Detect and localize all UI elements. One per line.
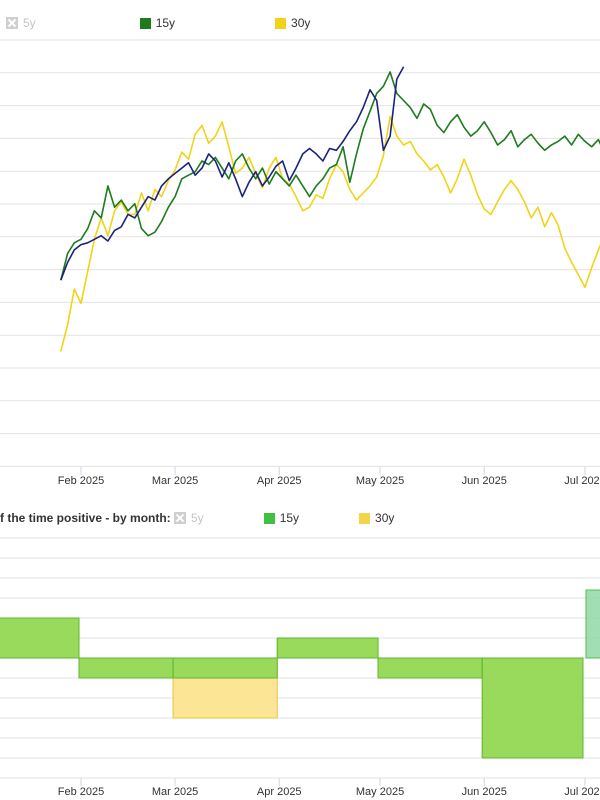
legend-label-15y: 15y: [155, 16, 176, 30]
legend2-label-30y: 30y: [375, 511, 395, 525]
legend-item-5y[interactable]: 5y: [6, 16, 36, 30]
x-tick-label: May 2025: [356, 786, 404, 798]
month-bar-jul-15y: [585, 589, 600, 659]
x-tick-label: Jul 2025: [564, 475, 600, 487]
x-tick-label: Feb 2025: [58, 475, 104, 487]
legend2-swatch-30y: [359, 512, 371, 524]
x-axis: Feb 2025 Mar 2025 Apr 2025 May 2025 Jun 2025…: [58, 778, 600, 798]
series-line-30y: [60, 115, 600, 352]
bottom-chart-title: f the time positive - by month:: [0, 511, 171, 525]
legend2-item-30y[interactable]: 30y: [359, 511, 394, 525]
x-tick-label: Apr 2025: [257, 786, 302, 798]
top-legend: 5y 15y 30y: [6, 16, 310, 30]
x-tick-label: Jun 2025: [462, 475, 507, 487]
close-x-icon: [174, 512, 186, 524]
legend2-label-5y: 5y: [191, 511, 204, 525]
month-bar-15y: [0, 617, 80, 659]
legend-swatch-15y: [139, 17, 151, 29]
legend-item-15y[interactable]: 15y: [139, 16, 176, 30]
x-tick-label: Mar 2025: [152, 475, 198, 487]
series-line-5y: [60, 66, 405, 281]
series-15y: [0, 617, 584, 759]
legend-item-30y[interactable]: 30y: [275, 16, 310, 30]
month-bar-15y: [377, 657, 483, 679]
legend2-swatch-15y: [263, 512, 275, 524]
bottom-legend: 5y 15y 30y: [174, 511, 394, 525]
series-line-15y: [60, 71, 600, 281]
close-x-icon: [6, 17, 18, 29]
legend-label-5y: 5y: [23, 16, 36, 30]
x-tick-label: May 2025: [356, 475, 404, 487]
grid-lines: [0, 39, 600, 467]
month-bar-15y: [78, 657, 174, 679]
month-bar-15y: [481, 657, 584, 759]
legend2-label-15y: 15y: [279, 511, 300, 525]
x-tick-label: Jun 2025: [462, 786, 507, 798]
x-axis: Feb 2025 Mar 2025 Apr 2025 May 2025 Jun 2025…: [58, 467, 600, 487]
line-chart: Feb 2025 Mar 2025 Apr 2025 May 2025 Jun 2025…: [0, 39, 600, 487]
x-tick-label: Mar 2025: [152, 786, 198, 798]
x-tick-label: Feb 2025: [58, 786, 104, 798]
x-tick-label: Jul 2025: [564, 786, 600, 798]
legend-swatch-30y: [275, 17, 287, 29]
month-bar-15y: [172, 657, 278, 679]
x-tick-label: Apr 2025: [257, 475, 302, 487]
monthly-positive-chart: Feb 2025 Mar 2025 Apr 2025 May 2025 Jun 2025…: [0, 537, 600, 798]
legend2-item-5y[interactable]: 5y: [174, 511, 204, 525]
month-bar-15y: [276, 637, 379, 659]
legend-label-30y: 30y: [291, 16, 311, 30]
legend2-item-15y[interactable]: 15y: [263, 511, 300, 525]
